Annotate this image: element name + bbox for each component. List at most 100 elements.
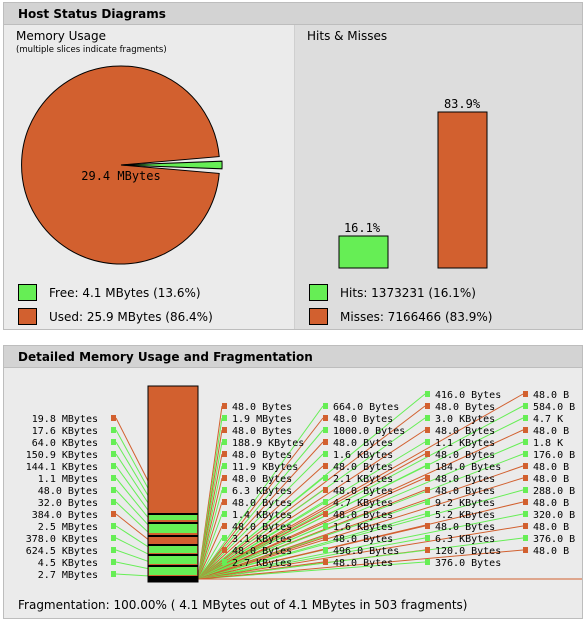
right-fragment-marker bbox=[425, 403, 430, 409]
right-fragment-label: 9.2 KBytes bbox=[435, 498, 495, 509]
left-fragment-label: 1.1 MBytes bbox=[38, 474, 98, 485]
right-fragment-marker bbox=[222, 559, 227, 565]
right-connector bbox=[197, 417, 324, 580]
memory-usage-note: (multiple slices indicate fragments) bbox=[16, 45, 167, 55]
right-fragment-label: 48.0 Bytes bbox=[435, 474, 495, 485]
right-fragment-marker bbox=[523, 391, 528, 397]
right-connector bbox=[197, 561, 426, 580]
right-connector bbox=[197, 393, 426, 580]
right-fragment-marker bbox=[425, 439, 430, 445]
right-fragment-marker bbox=[523, 427, 528, 433]
memory-usage-section: Memory Usage (multiple slices indicate f… bbox=[4, 25, 294, 329]
right-fragment-marker bbox=[222, 547, 227, 553]
misses-label: Misses: 7166466 (83.9%) bbox=[340, 309, 493, 324]
right-fragment-marker bbox=[323, 511, 328, 517]
legend-misses: Misses: 7166466 (83.9%) bbox=[309, 308, 492, 325]
right-connector bbox=[197, 441, 524, 580]
right-fragment-label: 48.0 Bytes bbox=[435, 402, 495, 413]
detail-panel: Detailed Memory Usage and Fragmentation … bbox=[3, 345, 583, 619]
right-fragment-marker bbox=[425, 475, 430, 481]
free-swatch bbox=[18, 284, 37, 301]
misses-bar bbox=[437, 111, 488, 269]
fragmentation-summary: Fragmentation: 100.00% ( 4.1 MBytes out … bbox=[18, 598, 468, 612]
right-connector bbox=[197, 501, 524, 580]
right-fragment-marker bbox=[323, 439, 328, 445]
right-fragment-marker bbox=[222, 523, 227, 529]
right-connector bbox=[197, 537, 223, 580]
pie-label: 29.4 MBytes bbox=[81, 169, 160, 183]
right-fragment-marker bbox=[425, 547, 430, 553]
right-fragment-label: 188.9 KBytes bbox=[232, 438, 304, 449]
right-connector bbox=[197, 405, 524, 580]
right-connector bbox=[197, 429, 524, 580]
right-fragment-label: 1.4 KBytes bbox=[232, 510, 292, 521]
right-fragment-label: 2.7 KBytes bbox=[232, 558, 292, 569]
right-fragment-label: 6.3 KBytes bbox=[435, 534, 495, 545]
right-fragment-marker bbox=[323, 535, 328, 541]
right-fragment-label: 288.0 B bbox=[533, 486, 575, 497]
hits-label: Hits: 1373231 (16.1%) bbox=[340, 285, 476, 300]
right-connector bbox=[197, 393, 524, 580]
right-connector bbox=[197, 477, 524, 580]
right-connector bbox=[197, 441, 324, 580]
right-fragment-label: 496.0 Bytes bbox=[333, 546, 399, 557]
right-fragment-marker bbox=[425, 451, 430, 457]
right-fragment-marker bbox=[425, 427, 430, 433]
right-fragment-marker bbox=[323, 487, 328, 493]
stack-divider bbox=[148, 565, 198, 567]
right-fragment-label: 5.2 KBytes bbox=[435, 510, 495, 521]
used-swatch bbox=[18, 308, 37, 325]
right-fragment-label: 48.0 Bytes bbox=[435, 522, 495, 533]
right-fragment-marker bbox=[323, 523, 328, 529]
left-fragment-marker bbox=[111, 427, 116, 433]
right-connector bbox=[197, 489, 524, 580]
right-connector bbox=[197, 453, 324, 580]
right-fragment-marker bbox=[222, 415, 227, 421]
left-fragment-label: 19.8 MBytes bbox=[32, 414, 98, 425]
memory-stack-bar bbox=[147, 385, 199, 583]
stack-free-segment bbox=[149, 524, 197, 533]
right-fragment-marker bbox=[425, 523, 430, 529]
right-fragment-marker bbox=[523, 463, 528, 469]
right-fragment-marker bbox=[425, 415, 430, 421]
right-fragment-label: 1.8 K bbox=[533, 438, 563, 449]
right-fragment-marker bbox=[222, 403, 227, 409]
stack-divider bbox=[148, 554, 198, 556]
right-fragment-marker bbox=[523, 523, 528, 529]
right-fragment-marker bbox=[523, 499, 528, 505]
misses-swatch bbox=[309, 308, 328, 325]
pie-slice-used bbox=[21, 65, 220, 265]
right-fragment-label: 3.1 KBytes bbox=[232, 534, 292, 545]
right-connector bbox=[197, 453, 524, 580]
right-fragment-marker bbox=[425, 463, 430, 469]
left-fragment-label: 48.0 Bytes bbox=[38, 486, 98, 497]
right-fragment-label: 1.1 KBytes bbox=[435, 438, 495, 449]
misses-bar-value: 83.9% bbox=[444, 97, 481, 111]
right-fragment-label: 48.0 B bbox=[533, 462, 569, 473]
right-fragment-label: 48.0 Bytes bbox=[333, 462, 393, 473]
used-label: Used: 25.9 MBytes (86.4%) bbox=[49, 309, 213, 324]
right-fragment-label: 48.0 Bytes bbox=[435, 450, 495, 461]
right-fragment-marker bbox=[425, 559, 430, 565]
right-fragment-marker bbox=[523, 535, 528, 541]
right-fragment-label: 48.0 Bytes bbox=[333, 414, 393, 425]
right-fragment-label: 1.6 KBytes bbox=[333, 522, 393, 533]
right-fragment-marker bbox=[323, 499, 328, 505]
right-fragment-label: 48.0 Bytes bbox=[232, 498, 292, 509]
right-fragment-label: 1.9 MBytes bbox=[232, 414, 292, 425]
left-fragment-label: 144.1 KBytes bbox=[26, 462, 98, 473]
right-connector bbox=[197, 429, 324, 580]
right-fragment-label: 2.1 KBytes bbox=[333, 474, 393, 485]
right-fragment-label: 184.0 Bytes bbox=[435, 462, 501, 473]
right-fragment-marker bbox=[323, 547, 328, 553]
right-fragment-marker bbox=[523, 415, 528, 421]
left-fragment-label: 624.5 KBytes bbox=[26, 546, 98, 557]
memory-pie-chart: 29.4 MBytes bbox=[21, 65, 223, 265]
left-fragment-marker bbox=[111, 439, 116, 445]
right-connector bbox=[197, 465, 524, 580]
left-fragment-label: 378.0 KBytes bbox=[26, 534, 98, 545]
right-fragment-label: 48.0 Bytes bbox=[232, 546, 292, 557]
left-fragment-label: 384.0 Bytes bbox=[32, 510, 98, 521]
legend-used: Used: 25.9 MBytes (86.4%) bbox=[18, 308, 213, 325]
